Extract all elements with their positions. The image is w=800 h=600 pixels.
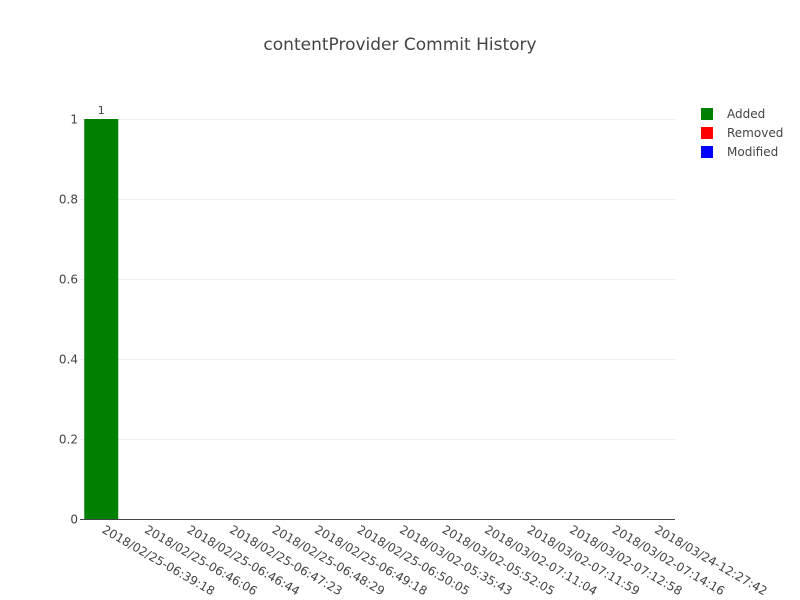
y-tick-label: 0.8 [59, 193, 78, 207]
chart-title: contentProvider Commit History [263, 35, 536, 55]
legend-label-removed[interactable]: Removed [727, 126, 783, 140]
gridlines [80, 119, 675, 440]
y-tick-label: 1 [70, 113, 78, 127]
legend-swatch-removed[interactable] [701, 127, 713, 139]
legend-label-added[interactable]: Added [727, 107, 765, 121]
y-tick-label: 0.4 [59, 353, 78, 367]
y-tick-label: 0.6 [59, 273, 78, 287]
bar-data-label: 1 [98, 104, 105, 117]
bar-labels: 1 [98, 104, 105, 117]
bar-added[interactable] [84, 119, 119, 519]
y-tick-label: 0.2 [59, 433, 78, 447]
bars [84, 119, 119, 519]
legend-swatch-added[interactable] [701, 108, 713, 120]
y-tick-label: 0 [70, 513, 78, 527]
legend: Added Removed Modified [701, 107, 783, 159]
legend-swatch-modified[interactable] [701, 146, 713, 158]
legend-label-modified[interactable]: Modified [727, 145, 778, 159]
x-axis-ticks: 2018/02/25-06:39:182018/02/25-06:46:0620… [100, 522, 770, 598]
y-axis-ticks: 0 0.2 0.4 0.6 0.8 1 [59, 113, 78, 527]
